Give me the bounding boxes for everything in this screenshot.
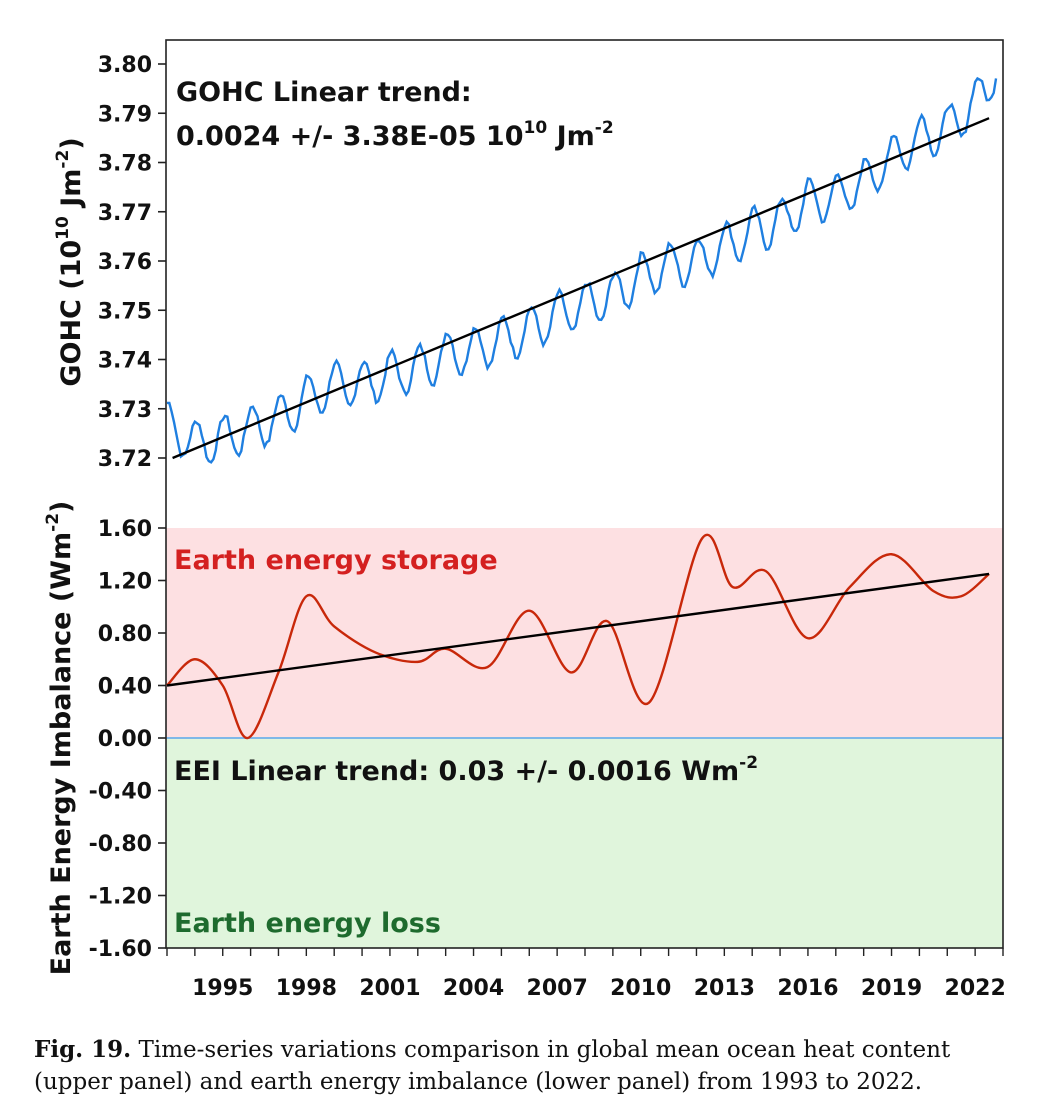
- x-tick-label: 2019: [861, 976, 922, 1001]
- energy-loss-region: [166, 738, 1003, 948]
- gohc-annotation-line2: 0.0024 +/- 3.38E-05 1010 Jm-2: [176, 118, 614, 152]
- x-tick-label: 2010: [610, 976, 671, 1001]
- eei-y-tick-label: -0.40: [89, 780, 152, 805]
- energy-storage-region: [166, 528, 1003, 738]
- energy-loss-label: Earth energy loss: [174, 908, 441, 939]
- gohc-y-tick-label: 3.73: [98, 398, 152, 423]
- figure: 3.72 3.73 3.74 3.75 3.76 3.77 3.78 3.79 3.80 -1.…: [43, 39, 1006, 1001]
- x-tick-label: 1998: [276, 976, 337, 1001]
- gohc-series-line: [166, 76, 998, 464]
- x-tick-label: 2022: [945, 976, 1006, 1001]
- eei-y-tick-label: 0.40: [98, 675, 152, 700]
- caption-label: Fig. 19.: [34, 1036, 132, 1063]
- gohc-y-tick-label: 3.74: [98, 349, 152, 374]
- eei-y-axis: -1.60 -1.20 -0.80 -0.40 0.00 0.40 0.80 1.20 1.60: [89, 517, 166, 962]
- eei-y-tick-label: 0.80: [98, 622, 152, 647]
- x-tick-label: 2016: [777, 976, 838, 1001]
- gohc-y-tick-label: 3.72: [98, 447, 152, 472]
- caption-text: Time-series variations comparison in glo…: [34, 1037, 951, 1095]
- gohc-y-tick-label: 3.78: [98, 152, 152, 177]
- gohc-y-tick-label: 3.79: [98, 102, 152, 127]
- eei-y-axis-title: Earth Energy Imbalance (Wm-2): [43, 501, 77, 976]
- x-tick-label: 2001: [359, 976, 420, 1001]
- x-tick-label: 1995: [192, 976, 253, 1001]
- eei-series-line: [166, 533, 990, 740]
- x-tick-label: 2004: [443, 976, 504, 1001]
- gohc-y-tick-label: 3.77: [98, 201, 152, 226]
- energy-storage-label: Earth energy storage: [174, 545, 498, 576]
- gohc-y-tick-label: 3.75: [98, 299, 152, 324]
- x-tick-label: 2007: [527, 976, 588, 1001]
- eei-y-tick-label: -0.80: [89, 832, 152, 857]
- gohc-annotation-line1: GOHC Linear trend:: [176, 77, 472, 108]
- eei-y-tick-label: 0.00: [98, 727, 152, 752]
- gohc-y-axis-title: GOHC (1010 Jm-2): [53, 137, 87, 386]
- gohc-y-tick-label: 3.80: [98, 53, 152, 78]
- eei-y-tick-label: 1.20: [98, 570, 152, 595]
- eei-y-tick-label: -1.60: [89, 937, 152, 962]
- x-tick-label: 2013: [694, 976, 755, 1001]
- figure-caption: Fig. 19. Time-series variations comparis…: [34, 1034, 1024, 1098]
- eei-trend-line: [166, 572, 990, 687]
- eei-annotation: EEI Linear trend: 0.03 +/- 0.0016 Wm-2: [174, 753, 758, 787]
- eei-y-tick-label: -1.20: [89, 885, 152, 910]
- eei-y-tick-label: 1.60: [98, 517, 152, 542]
- gohc-y-tick-label: 3.76: [98, 250, 152, 275]
- x-axis: 1995 1998 2001 2004 2007 2010 2013 2016 2019 2022: [166, 948, 1006, 1001]
- gohc-trend-line: [172, 117, 990, 460]
- gohc-y-axis: 3.72 3.73 3.74 3.75 3.76 3.77 3.78 3.79 3.80: [98, 53, 166, 472]
